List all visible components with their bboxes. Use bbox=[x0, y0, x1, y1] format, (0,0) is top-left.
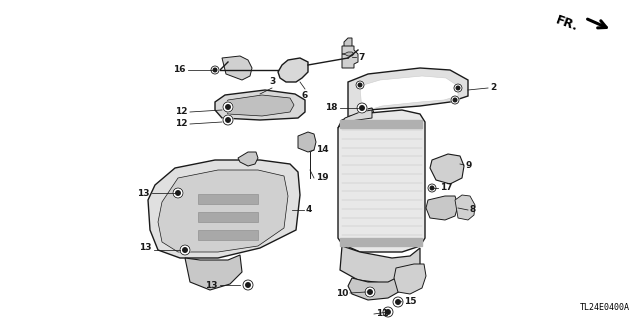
Text: TL24E0400A: TL24E0400A bbox=[580, 303, 630, 312]
Circle shape bbox=[183, 248, 188, 252]
Text: 6: 6 bbox=[302, 91, 308, 100]
Circle shape bbox=[383, 307, 393, 317]
Polygon shape bbox=[430, 154, 464, 184]
Circle shape bbox=[428, 184, 436, 192]
Circle shape bbox=[246, 283, 250, 287]
Circle shape bbox=[368, 290, 372, 294]
Polygon shape bbox=[278, 58, 308, 82]
Text: 10: 10 bbox=[335, 288, 348, 298]
Circle shape bbox=[451, 96, 459, 104]
Circle shape bbox=[211, 66, 219, 74]
Polygon shape bbox=[340, 246, 420, 284]
Circle shape bbox=[453, 98, 457, 102]
Circle shape bbox=[386, 310, 390, 314]
Polygon shape bbox=[338, 110, 425, 252]
Text: 3: 3 bbox=[269, 78, 275, 86]
Text: 17: 17 bbox=[440, 183, 452, 192]
Polygon shape bbox=[222, 56, 252, 80]
Polygon shape bbox=[198, 194, 258, 204]
Circle shape bbox=[213, 68, 217, 72]
Circle shape bbox=[180, 245, 190, 255]
Polygon shape bbox=[360, 76, 458, 112]
Circle shape bbox=[243, 280, 253, 290]
Circle shape bbox=[396, 300, 400, 304]
Polygon shape bbox=[148, 160, 300, 258]
Polygon shape bbox=[426, 196, 458, 220]
Text: 8: 8 bbox=[470, 205, 476, 214]
Polygon shape bbox=[215, 90, 305, 120]
Polygon shape bbox=[342, 46, 358, 68]
Polygon shape bbox=[198, 212, 258, 222]
Polygon shape bbox=[455, 195, 475, 220]
Polygon shape bbox=[185, 255, 242, 290]
Text: 19: 19 bbox=[316, 174, 328, 182]
Circle shape bbox=[226, 118, 230, 122]
Polygon shape bbox=[224, 95, 294, 116]
Polygon shape bbox=[342, 52, 354, 56]
Polygon shape bbox=[338, 110, 372, 128]
Text: 13: 13 bbox=[140, 243, 152, 253]
Circle shape bbox=[223, 102, 233, 112]
Text: 13: 13 bbox=[205, 280, 218, 290]
Circle shape bbox=[365, 287, 375, 297]
Polygon shape bbox=[158, 170, 288, 252]
Circle shape bbox=[173, 188, 183, 198]
Text: 16: 16 bbox=[173, 65, 186, 75]
Polygon shape bbox=[394, 264, 426, 294]
Circle shape bbox=[176, 191, 180, 195]
Text: 15: 15 bbox=[404, 298, 417, 307]
Text: 12: 12 bbox=[175, 120, 188, 129]
Text: 4: 4 bbox=[306, 205, 312, 214]
Circle shape bbox=[430, 186, 434, 190]
Polygon shape bbox=[198, 230, 258, 240]
Circle shape bbox=[454, 84, 462, 92]
Text: 11: 11 bbox=[376, 309, 388, 318]
Text: 9: 9 bbox=[466, 160, 472, 169]
Polygon shape bbox=[350, 90, 372, 108]
Polygon shape bbox=[348, 276, 402, 300]
Text: 18: 18 bbox=[326, 103, 338, 113]
Polygon shape bbox=[348, 68, 468, 118]
Circle shape bbox=[360, 106, 364, 110]
Text: 12: 12 bbox=[175, 108, 188, 116]
Polygon shape bbox=[348, 108, 375, 130]
Circle shape bbox=[226, 105, 230, 109]
Text: 2: 2 bbox=[490, 84, 496, 93]
Circle shape bbox=[223, 115, 233, 125]
Circle shape bbox=[357, 103, 367, 113]
Text: FR.: FR. bbox=[554, 14, 580, 34]
Polygon shape bbox=[298, 132, 316, 152]
Circle shape bbox=[356, 81, 364, 89]
Circle shape bbox=[456, 86, 460, 90]
Text: 7: 7 bbox=[358, 53, 364, 62]
Circle shape bbox=[358, 83, 362, 87]
Circle shape bbox=[393, 297, 403, 307]
Polygon shape bbox=[340, 238, 422, 246]
Polygon shape bbox=[344, 38, 352, 50]
Text: 13: 13 bbox=[138, 189, 150, 197]
Polygon shape bbox=[340, 120, 422, 128]
Polygon shape bbox=[238, 152, 258, 166]
Text: 14: 14 bbox=[316, 145, 328, 154]
